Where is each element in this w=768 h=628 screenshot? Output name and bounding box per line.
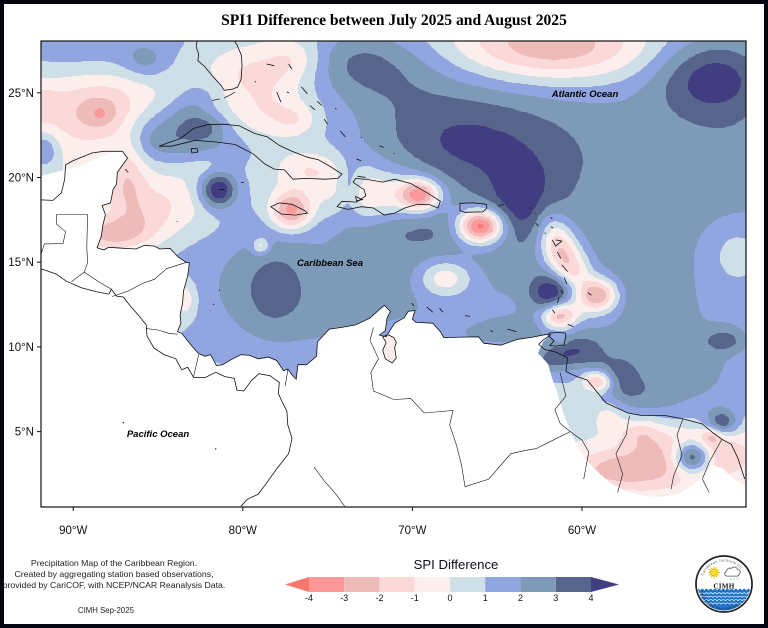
svg-text:60°W: 60°W: [568, 525, 596, 537]
svg-text:-3: -3: [340, 593, 348, 603]
svg-text:SPI1 Difference between July 2: SPI1 Difference between July 2025 and Au…: [221, 12, 567, 29]
svg-text:-4: -4: [305, 593, 313, 603]
svg-text:Pacific Ocean: Pacific Ocean: [127, 429, 190, 440]
svg-text:70°W: 70°W: [398, 525, 426, 537]
svg-text:20°N: 20°N: [8, 173, 34, 185]
svg-text:0: 0: [447, 593, 452, 603]
svg-text:5°N: 5°N: [15, 427, 34, 439]
svg-text:3: 3: [553, 593, 558, 603]
svg-text:90°W: 90°W: [59, 525, 87, 537]
svg-text:Created by aggregating station: Created by aggregating station based obs…: [15, 569, 214, 579]
svg-text:Caribbean Sea: Caribbean Sea: [297, 258, 363, 269]
svg-text:CIMH Sep-2025: CIMH Sep-2025: [78, 606, 135, 615]
svg-text:SPI Difference: SPI Difference: [414, 557, 499, 572]
svg-text:-2: -2: [375, 593, 383, 603]
svg-text:15°N: 15°N: [8, 257, 34, 269]
svg-text:Atlantic Ocean: Atlantic Ocean: [551, 89, 619, 100]
svg-text:2: 2: [518, 593, 523, 603]
svg-text:Precipitation Map of the Carib: Precipitation Map of the Caribbean Regio…: [31, 558, 197, 568]
svg-text:4: 4: [588, 593, 593, 603]
svg-text:25°N: 25°N: [8, 88, 34, 100]
svg-text:CIMH: CIMH: [713, 583, 734, 591]
svg-text:80°W: 80°W: [229, 525, 257, 537]
svg-text:provided by CariCOF, with NCEP: provided by CariCOF, with NCEP/NCAR Rean…: [3, 580, 226, 590]
svg-text:10°N: 10°N: [8, 342, 34, 354]
svg-text:-1: -1: [411, 593, 419, 603]
svg-text:1: 1: [483, 593, 488, 603]
